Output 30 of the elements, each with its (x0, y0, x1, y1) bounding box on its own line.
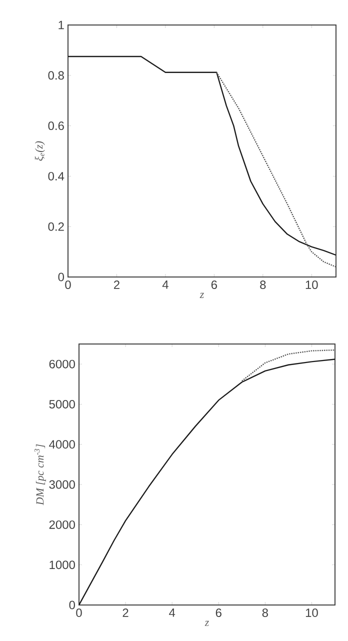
x-tick-label: 4 (162, 280, 168, 289)
y-axis-title: ξ$_{e}$(z) (34, 141, 45, 161)
x-axis-title: z (204, 620, 209, 626)
x-tick-label: 4 (169, 608, 176, 617)
y-tick-label: 4000 (49, 440, 75, 449)
y-tick-label: 2000 (49, 520, 75, 529)
x-tick-label: 10 (306, 280, 318, 290)
y-tick-label: 1 (58, 20, 64, 30)
x-tick-label: 10 (306, 608, 318, 618)
x-tick-label: 0 (76, 608, 82, 618)
x-tick-label: 6 (216, 608, 222, 618)
y-tick-label: 0.8 (48, 71, 64, 80)
y-tick-label: 0 (69, 600, 75, 610)
x-axis-title: z (200, 292, 204, 298)
y-tick-label: 0.6 (48, 122, 64, 130)
y-tick-label: 5000 (49, 400, 75, 408)
line-series (241, 349, 335, 382)
y-tick-label: 0.4 (48, 172, 64, 180)
y-tick-label: 0.2 (48, 222, 64, 231)
y-tick-label: 0 (58, 272, 64, 282)
line-series (68, 56, 336, 256)
y-axis-title: DM [pc cm$^{-3}$] (34, 444, 46, 506)
y-tick-label: 1000 (50, 560, 75, 570)
x-tick-label: 8 (262, 608, 268, 618)
x-tick-label: 6 (211, 280, 217, 290)
y-tick-label: 6000 (49, 360, 75, 368)
y-tick-label: 3000 (49, 480, 75, 489)
x-tick-label: 2 (122, 608, 128, 617)
x-tick-label: 2 (114, 280, 120, 289)
x-tick-label: 8 (260, 280, 266, 290)
